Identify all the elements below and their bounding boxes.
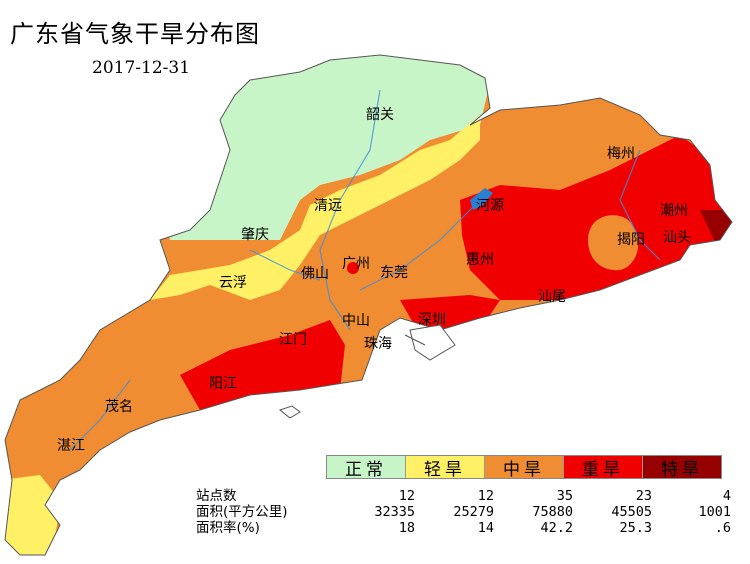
city-label: 汕头 <box>663 230 691 246</box>
zone-light-sw <box>5 475 60 555</box>
city-label: 深圳 <box>418 312 446 328</box>
city-label: 东莞 <box>380 265 408 281</box>
row-label: 站点数 <box>196 488 237 504</box>
city-label: 清远 <box>314 198 342 214</box>
reservoir <box>470 188 493 210</box>
cell: 18 <box>398 520 415 536</box>
city-label: 茂名 <box>105 399 133 415</box>
zone-severe-east <box>460 135 732 300</box>
city-label: 梅州 <box>607 146 635 162</box>
map-title: 广东省气象干旱分布图 <box>10 20 260 48</box>
cell: 4 <box>722 488 731 504</box>
cell: 14 <box>477 520 494 536</box>
zone-normal <box>160 55 500 240</box>
cell: 12 <box>477 488 494 504</box>
islands <box>278 324 456 419</box>
cell: 75880 <box>532 504 573 520</box>
city-label: 阳江 <box>209 376 237 392</box>
zone-severe-guangzhou <box>347 262 359 274</box>
stats-row-area: 面积(平方公里) 32335 25279 75880 45505 1001 <box>196 504 731 520</box>
cell: 42.2 <box>540 520 573 536</box>
cell: 35 <box>556 488 573 504</box>
city-label: 潮州 <box>660 203 688 219</box>
legend: 正常 轻旱 中旱 重旱 特旱 <box>326 455 722 480</box>
row-label: 面积率(%) <box>196 520 260 536</box>
legend-normal: 正常 <box>327 456 406 480</box>
cell: 45505 <box>611 504 652 520</box>
city-label: 珠海 <box>364 336 392 352</box>
city-label: 揭阳 <box>617 232 645 248</box>
legend-severe: 重旱 <box>564 456 643 480</box>
map-date: 2017-12-31 <box>92 58 191 78</box>
city-label: 惠州 <box>466 252 494 268</box>
cell: 25.3 <box>619 520 652 536</box>
cell: 25279 <box>453 504 494 520</box>
row-label: 面积(平方公里) <box>196 504 288 520</box>
cell: 32335 <box>374 504 415 520</box>
cell: 23 <box>635 488 652 504</box>
city-label: 佛山 <box>301 266 329 282</box>
zone-moderate-jieyang <box>588 215 639 271</box>
city-label: 河源 <box>476 198 504 214</box>
legend-moderate: 中旱 <box>485 456 564 480</box>
city-label: 湛江 <box>57 438 85 454</box>
stats-row-area-rate: 面积率(%) 18 14 42.2 25.3 .6 <box>196 520 731 536</box>
cell: .6 <box>714 520 731 536</box>
legend-light: 轻旱 <box>406 456 485 480</box>
stats-row-stations: 站点数 12 12 35 23 4 <box>196 488 731 504</box>
city-label: 汕尾 <box>538 289 566 305</box>
city-label: 韶关 <box>366 107 394 123</box>
zone-light <box>150 115 480 300</box>
city-label: 云浮 <box>219 275 247 291</box>
cell: 1001 <box>698 504 731 520</box>
city-label: 肇庆 <box>241 227 269 243</box>
cell: 12 <box>398 488 415 504</box>
rivers <box>69 89 661 451</box>
zone-severe-jiangmen <box>180 320 345 410</box>
city-label: 广州 <box>342 256 370 272</box>
city-label: 中山 <box>342 313 370 329</box>
legend-extreme: 特旱 <box>643 456 721 480</box>
stats-table: 站点数 12 12 35 23 4 面积(平方公里) 32335 25279 7… <box>196 488 731 536</box>
city-label: 江门 <box>279 332 307 348</box>
